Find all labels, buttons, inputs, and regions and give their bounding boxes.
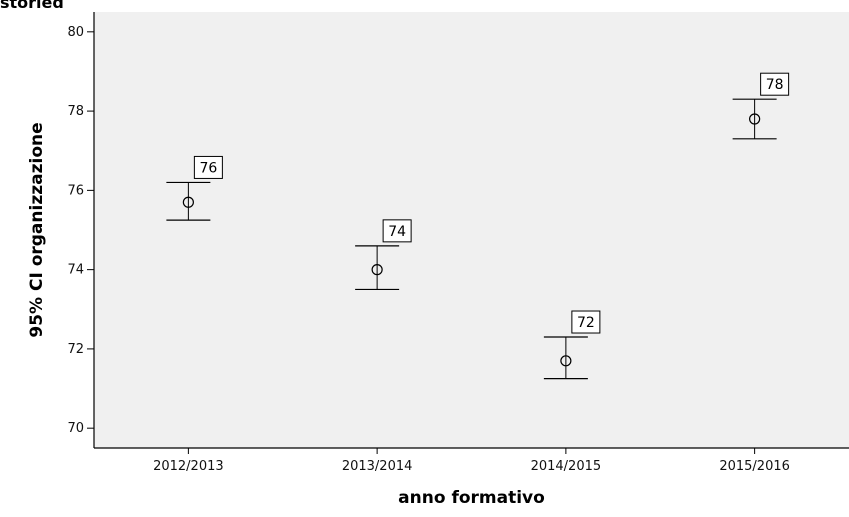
x-tick-label: 2015/2016: [719, 459, 790, 474]
data-label: 72: [577, 315, 595, 331]
data-label-box: [571, 310, 601, 334]
data-label: 74: [388, 224, 406, 240]
y-axis-title: 95% CI organizzazione: [27, 122, 47, 337]
x-tick-label: 2013/2014: [342, 459, 413, 474]
y-tick-label: 78: [67, 104, 84, 119]
plot-area: [94, 12, 849, 448]
mean-marker: [371, 264, 383, 276]
data-label-box: [382, 219, 412, 243]
x-axis: 2012/2013 2013/2014 2014/2015 2015/2016: [94, 447, 849, 474]
data-label-box: [193, 155, 223, 179]
y-tick-label: 80: [67, 25, 84, 40]
x-axis-title: anno formativo: [398, 488, 545, 508]
mean-marker: [560, 355, 572, 367]
x-tick-label: 2014/2015: [531, 459, 602, 474]
error-bar-group: 72: [543, 310, 601, 380]
mean-marker: [182, 196, 194, 208]
x-tick-label: 2012/2013: [153, 459, 224, 474]
data-label-box: [760, 72, 790, 96]
error-bars: 76 74 72 78: [166, 72, 790, 380]
y-axis: 70 72 74 76 78 80: [67, 12, 95, 448]
data-label: 78: [766, 77, 784, 93]
error-bar-group: 74: [355, 219, 412, 291]
error-bar-group: 78: [732, 72, 790, 140]
y-tick-label: 70: [67, 421, 84, 436]
error-bar-group: 76: [166, 155, 223, 221]
y-tick-label: 72: [67, 342, 84, 357]
clipped-top-label: storied: [0, 0, 64, 12]
y-tick-label: 74: [67, 263, 84, 278]
y-tick-label: 76: [67, 183, 84, 198]
data-label: 76: [199, 160, 217, 176]
mean-marker: [749, 113, 761, 125]
